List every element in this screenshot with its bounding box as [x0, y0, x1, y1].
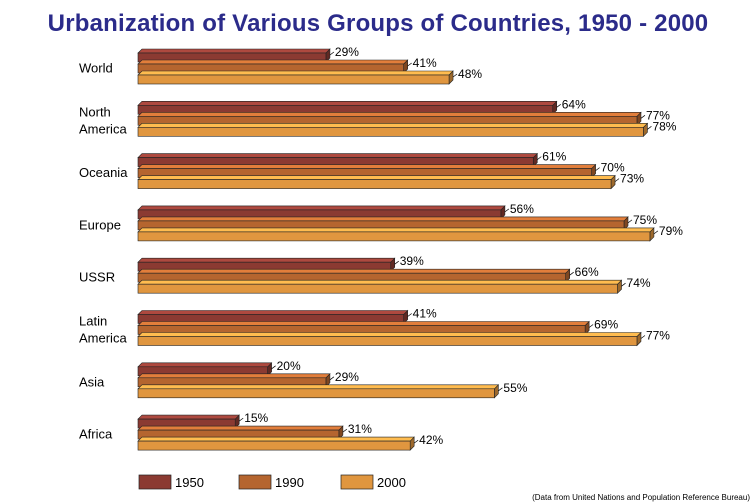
- category-label: Latin America: [79, 314, 127, 346]
- chart-title: Urbanization of Various Groups of Countr…: [47, 10, 709, 37]
- value-leader-line: [504, 208, 510, 213]
- value-label: 79%: [659, 224, 683, 238]
- value-leader-line: [498, 387, 503, 392]
- value-label: 29%: [335, 45, 359, 59]
- value-label: 78%: [652, 119, 676, 133]
- value-label: 77%: [646, 108, 670, 122]
- value-leader-line: [640, 335, 646, 339]
- value-label: 41%: [413, 307, 437, 321]
- value-leader-line: [537, 156, 542, 160]
- legend: 1950 1990 2000: [138, 474, 406, 490]
- value-label: 15%: [244, 411, 268, 425]
- legend-swatch-1950: [138, 474, 172, 490]
- value-label: 70%: [601, 161, 625, 175]
- bar-2000: [137, 384, 500, 399]
- value-label: 66%: [575, 265, 599, 279]
- bar-1990: [137, 320, 590, 336]
- value-leader-line: [614, 178, 620, 182]
- category-label: Oceania: [79, 165, 128, 180]
- value-leader-line: [556, 104, 561, 108]
- labels-layer: World North America Oceania Europe USSR Latin A…: [79, 45, 683, 447]
- value-label: 74%: [627, 276, 651, 290]
- value-leader-line: [627, 219, 633, 224]
- category-label: Europe: [79, 217, 121, 232]
- bar-2000: [137, 70, 454, 85]
- value-leader-line: [394, 260, 399, 265]
- category-label: Asia: [79, 374, 105, 389]
- bar-1950: [137, 309, 409, 325]
- bar-1990: [137, 373, 331, 388]
- value-label: 73%: [620, 172, 644, 186]
- value-label: 64%: [562, 97, 586, 111]
- value-label: 42%: [419, 433, 443, 447]
- source-note: (Data from United Nations and Population…: [532, 493, 750, 502]
- value-label: 31%: [348, 422, 372, 436]
- bar-2000: [137, 331, 642, 347]
- category-label: Africa: [79, 427, 113, 442]
- bar-1950: [137, 414, 240, 429]
- value-leader-line: [452, 73, 458, 78]
- value-leader-line: [569, 271, 574, 276]
- value-label: 77%: [646, 329, 670, 343]
- value-leader-line: [647, 126, 652, 130]
- category-label: World: [79, 61, 113, 76]
- bar-1950: [137, 257, 396, 272]
- bar-1950: [137, 205, 506, 220]
- value-label: 41%: [413, 56, 437, 70]
- value-label: 61%: [542, 150, 566, 164]
- legend-label-1990: 1990: [275, 475, 304, 490]
- legend-swatch-2000: [340, 474, 374, 490]
- value-label: 48%: [458, 67, 482, 81]
- value-leader-line: [621, 282, 626, 287]
- category-label: USSR: [79, 270, 115, 285]
- bar-1990: [137, 216, 629, 231]
- bar-1950: [137, 362, 273, 377]
- bar-2000: [137, 227, 655, 242]
- legend-swatch-1990: [238, 474, 272, 490]
- bar-1950: [137, 100, 558, 116]
- value-leader-line: [595, 167, 600, 171]
- value-leader-line: [329, 376, 335, 381]
- value-leader-line: [271, 365, 276, 370]
- value-leader-line: [640, 115, 646, 119]
- value-label: 39%: [400, 254, 424, 268]
- value-leader-line: [588, 324, 594, 328]
- value-leader-line: [342, 428, 348, 433]
- value-label: 55%: [503, 381, 527, 395]
- legend-label-1950: 1950: [175, 475, 204, 490]
- bar-2000: [137, 174, 616, 190]
- value-leader-line: [407, 62, 412, 67]
- bar-1990: [137, 59, 409, 74]
- value-leader-line: [653, 230, 659, 235]
- bar-1990: [137, 163, 597, 179]
- legend-label-2000: 2000: [377, 475, 406, 490]
- bar-1990: [137, 268, 571, 283]
- value-label: 56%: [510, 202, 534, 216]
- value-leader-line: [413, 439, 419, 444]
- bars-layer: [137, 48, 655, 451]
- value-leader-line: [329, 51, 335, 56]
- value-label: 75%: [633, 213, 657, 227]
- bar-2000: [137, 122, 649, 138]
- value-leader-line: [238, 417, 244, 422]
- value-leader-line: [407, 313, 412, 317]
- category-label: North America: [79, 104, 127, 136]
- value-label: 20%: [277, 359, 301, 373]
- value-label: 29%: [335, 370, 359, 384]
- bar-2000: [137, 279, 623, 294]
- value-label: 69%: [594, 318, 618, 332]
- bar-2000: [137, 436, 415, 451]
